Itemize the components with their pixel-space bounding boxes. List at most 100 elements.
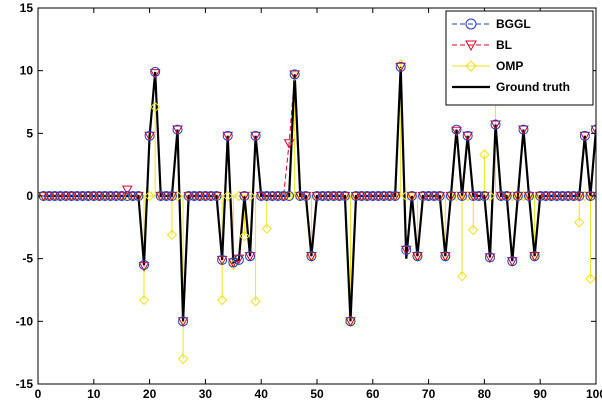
y-tick-label: -15: [16, 377, 34, 391]
bl-marker: [205, 191, 217, 202]
bggl-marker: [245, 251, 256, 262]
bggl-marker: [72, 191, 83, 201]
bggl-marker: [451, 124, 462, 135]
bggl-marker: [83, 191, 94, 201]
bggl-marker: [367, 191, 378, 201]
bl-marker: [272, 191, 284, 202]
omp-marker: [250, 296, 261, 307]
bl-marker: [451, 126, 462, 137]
bl-marker: [518, 125, 529, 136]
bl-marker: [529, 252, 540, 262]
bl-marker: [389, 191, 401, 202]
bl-marker: [155, 191, 167, 202]
x-tick-label: 100: [586, 387, 602, 401]
bggl-marker: [278, 191, 289, 201]
bggl-marker: [401, 244, 412, 255]
bl-marker: [222, 131, 234, 142]
bggl-marker: [194, 191, 205, 201]
bggl-marker: [501, 191, 512, 201]
x-tick-label: 40: [255, 387, 269, 401]
bggl-marker: [535, 191, 546, 201]
x-tick-label: 70: [422, 387, 436, 401]
bggl-marker: [139, 259, 150, 270]
omp-marker: [144, 190, 155, 202]
y-tick-label: 5: [26, 126, 33, 140]
bggl-marker: [295, 191, 306, 201]
bggl-marker: [579, 130, 590, 141]
legend-marker: [465, 60, 477, 72]
bl-marker: [546, 191, 557, 202]
bggl-marker: [412, 251, 423, 262]
bl-marker: [311, 191, 323, 202]
legend-label: BGGL: [496, 17, 531, 31]
bggl-marker: [233, 254, 244, 265]
bggl-marker: [261, 191, 272, 201]
legend-marker: [465, 18, 477, 30]
bggl-marker: [267, 191, 278, 201]
bggl-marker: [351, 191, 362, 201]
x-tick-label: 30: [199, 387, 213, 401]
bggl-marker: [222, 130, 233, 141]
bggl-marker: [49, 191, 60, 201]
omp-marker: [233, 190, 245, 202]
legend-label: OMP: [496, 59, 523, 73]
legend-marker: [465, 40, 477, 52]
bl-marker: [278, 191, 289, 202]
omp-marker: [579, 190, 591, 202]
bggl-marker: [323, 191, 334, 201]
x-tick-label: 50: [310, 387, 324, 401]
bggl-marker: [473, 191, 484, 201]
bl-marker: [121, 185, 133, 196]
bggl-marker: [166, 191, 177, 201]
bl-marker: [579, 131, 591, 142]
x-tick-label: 20: [143, 387, 157, 401]
bl-marker: [373, 191, 384, 202]
bl-marker: [127, 191, 139, 202]
bggl-marker: [239, 191, 250, 201]
bggl-marker: [457, 191, 468, 201]
bggl-marker: [524, 191, 535, 201]
bggl-marker: [373, 191, 384, 201]
bggl-marker: [122, 191, 133, 201]
bggl-marker: [512, 191, 523, 201]
bggl-marker: [127, 191, 138, 201]
bggl-marker: [217, 254, 228, 265]
bl-marker: [484, 253, 496, 263]
bggl-marker: [390, 191, 401, 201]
bl-marker: [495, 191, 507, 202]
bl-marker: [434, 191, 446, 202]
bggl-marker: [507, 256, 518, 267]
bl-marker: [345, 317, 356, 327]
bl-marker: [255, 191, 267, 202]
bggl-marker: [334, 191, 345, 201]
bl-marker: [462, 131, 474, 142]
bl-marker: [283, 139, 295, 149]
bggl-marker: [445, 191, 456, 201]
bl-marker: [479, 191, 490, 202]
bl-marker: [361, 191, 373, 202]
bggl-marker: [490, 119, 501, 130]
bl-marker: [562, 191, 574, 202]
bggl-marker: [345, 316, 356, 327]
bggl-marker: [111, 191, 122, 201]
y-tick-label: 15: [20, 1, 34, 15]
bggl-marker: [211, 191, 222, 201]
omp-marker: [462, 190, 473, 202]
bl-marker: [339, 191, 351, 202]
bl-marker: [250, 131, 261, 142]
bl-marker: [144, 131, 155, 142]
bl-marker: [467, 191, 479, 202]
bggl-marker: [591, 124, 596, 135]
bggl-marker: [423, 191, 434, 201]
bl-marker: [300, 191, 312, 202]
bggl-marker: [551, 191, 562, 201]
bl-marker: [71, 191, 83, 202]
bggl-marker: [434, 191, 445, 201]
bggl-marker: [395, 61, 406, 72]
bl-marker: [417, 191, 429, 202]
bl-marker: [82, 191, 94, 202]
x-tick-label: 60: [366, 387, 380, 401]
bggl-marker: [339, 191, 350, 201]
bggl-marker: [462, 130, 473, 141]
bggl-marker: [189, 191, 200, 201]
